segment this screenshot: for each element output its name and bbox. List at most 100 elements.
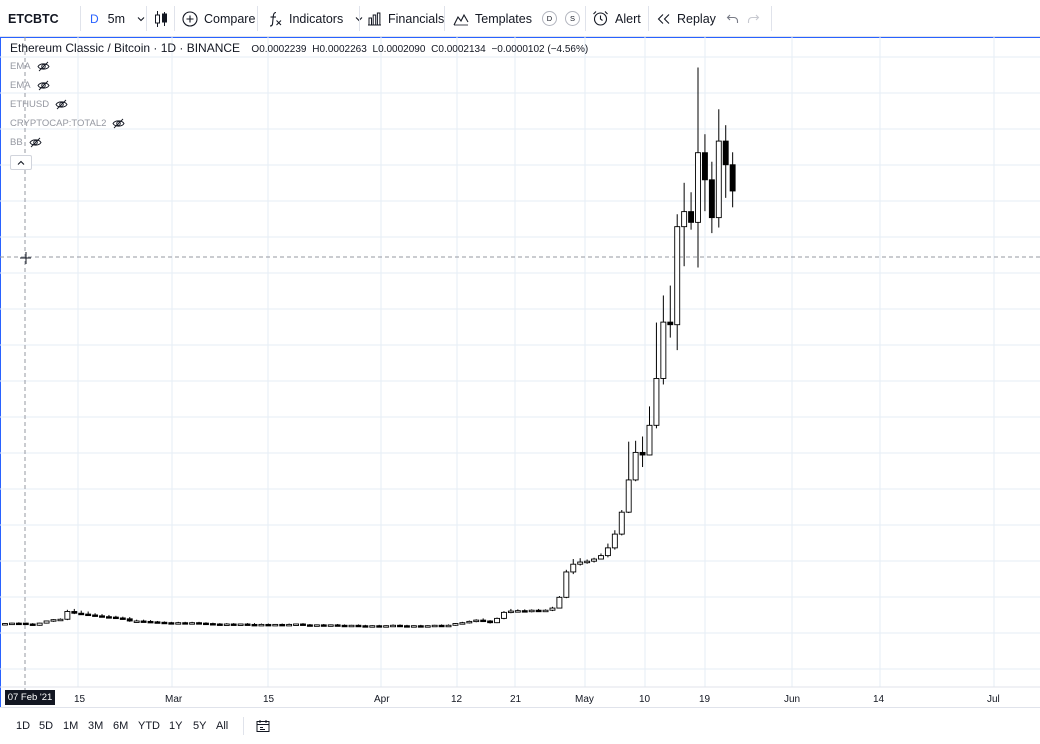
range-1y-button[interactable]: 1Y <box>169 720 183 732</box>
financials-button[interactable]: Financials <box>367 0 444 37</box>
date-range-button[interactable] <box>256 708 270 744</box>
candle <box>632 440 639 482</box>
ohlc-values: O0.0002239 H0.0002263 L0.0002090 C0.0002… <box>251 44 588 55</box>
series-legend[interactable]: Ethereum Classic / Bitcoin · 1D · BINANC… <box>10 41 588 55</box>
range-6m-button[interactable]: 6M <box>113 720 129 732</box>
candle-body <box>535 609 542 613</box>
candle-body <box>64 611 71 620</box>
candle <box>410 625 417 628</box>
candle <box>265 623 272 627</box>
undo-button[interactable] <box>726 0 739 37</box>
candle <box>313 624 320 627</box>
candle-body <box>265 623 272 627</box>
time-axis-label: Mar <box>165 694 183 705</box>
candle-body <box>313 624 320 627</box>
candle <box>521 609 528 613</box>
candle <box>209 622 216 626</box>
candle <box>196 621 202 625</box>
range-3m-button[interactable]: 3M <box>88 720 104 732</box>
badge-s[interactable]: S <box>564 11 580 26</box>
candle <box>2 623 8 626</box>
templates-label: Templates <box>475 11 532 26</box>
chart-type-button[interactable] <box>154 0 168 37</box>
candle-body <box>140 620 147 623</box>
candle <box>355 624 362 628</box>
range-all-button[interactable]: All <box>216 720 229 732</box>
range-ytd-button[interactable]: YTD <box>138 720 160 732</box>
candle <box>286 623 293 627</box>
candle-body <box>577 561 584 565</box>
replay-button[interactable]: Replay <box>657 0 716 37</box>
indicator-row[interactable]: BB <box>10 137 42 148</box>
close-label: C <box>431 44 439 55</box>
candle-body <box>71 611 78 614</box>
indicator-label: EMA <box>10 61 31 72</box>
candle <box>36 622 43 626</box>
candle <box>611 530 618 550</box>
range-1m-button[interactable]: 1M <box>63 720 79 732</box>
candle-body <box>189 622 196 625</box>
price-chart[interactable] <box>0 37 1040 707</box>
candle <box>306 623 313 627</box>
candle-body <box>438 624 445 628</box>
candle-body <box>133 620 140 623</box>
toolbar-divider <box>80 6 81 31</box>
candle-body <box>646 424 653 456</box>
candle <box>78 610 85 616</box>
eye-hidden-icon[interactable] <box>55 99 68 110</box>
badge-d[interactable]: D <box>541 11 557 26</box>
interval-button[interactable]: D 5m <box>90 0 145 37</box>
alert-button[interactable]: Alert <box>592 0 641 37</box>
candle <box>417 624 424 628</box>
symbol-search-button[interactable]: ETCBTC <box>8 11 59 26</box>
indicator-row[interactable]: CRYPTOCAP:TOTAL2 <box>10 118 125 129</box>
toolbar-divider <box>257 6 258 31</box>
candle <box>189 621 196 625</box>
candle-body <box>667 321 674 326</box>
compare-button[interactable]: Compare <box>182 0 255 37</box>
candle <box>701 134 708 212</box>
candle <box>591 557 597 563</box>
candle-body <box>92 614 99 617</box>
candle-body <box>591 558 597 562</box>
candle-body <box>161 621 168 625</box>
toolbar-divider <box>359 6 360 31</box>
crosshair-date-label: 07 Feb '21 <box>5 690 55 705</box>
candle-body <box>175 622 182 625</box>
templates-button[interactable]: Templates D S <box>453 0 580 37</box>
range-5d-button[interactable]: 5D <box>39 720 54 732</box>
candle <box>549 606 556 612</box>
toolbar-divider <box>444 6 445 31</box>
candle-body <box>57 618 64 622</box>
candle <box>383 625 390 628</box>
indicator-label: EMA <box>10 80 31 91</box>
eye-hidden-icon[interactable] <box>37 61 50 72</box>
toolbar-divider <box>146 6 147 31</box>
candle-body <box>521 610 528 613</box>
chart-pane[interactable] <box>0 37 1040 707</box>
candle <box>293 623 300 626</box>
indicator-row[interactable]: EMA <box>10 61 50 72</box>
range-1d-button[interactable]: 1D <box>16 720 31 732</box>
candle-body <box>424 625 431 628</box>
indicators-button[interactable]: Indicators <box>267 0 363 37</box>
legend-collapse-button[interactable] <box>10 155 32 170</box>
candle <box>203 622 209 626</box>
candle-body <box>376 625 383 628</box>
candle-body <box>618 511 625 535</box>
redo-button[interactable] <box>747 0 760 37</box>
eye-hidden-icon[interactable] <box>37 80 50 91</box>
interval-prefix: D <box>90 11 99 26</box>
candle-body <box>286 623 293 627</box>
toolbar-divider <box>585 6 586 31</box>
eye-hidden-icon[interactable] <box>29 137 42 148</box>
range-5y-button[interactable]: 5Y <box>193 720 207 732</box>
candle-body <box>466 620 473 624</box>
indicator-row[interactable]: EMA <box>10 80 50 91</box>
candle-body <box>182 622 189 625</box>
indicator-row[interactable]: ETHUSD <box>10 99 68 110</box>
eye-hidden-icon[interactable] <box>112 118 125 129</box>
time-axis-label: 12 <box>451 694 463 705</box>
candle-body <box>494 617 500 624</box>
candle <box>570 559 577 575</box>
